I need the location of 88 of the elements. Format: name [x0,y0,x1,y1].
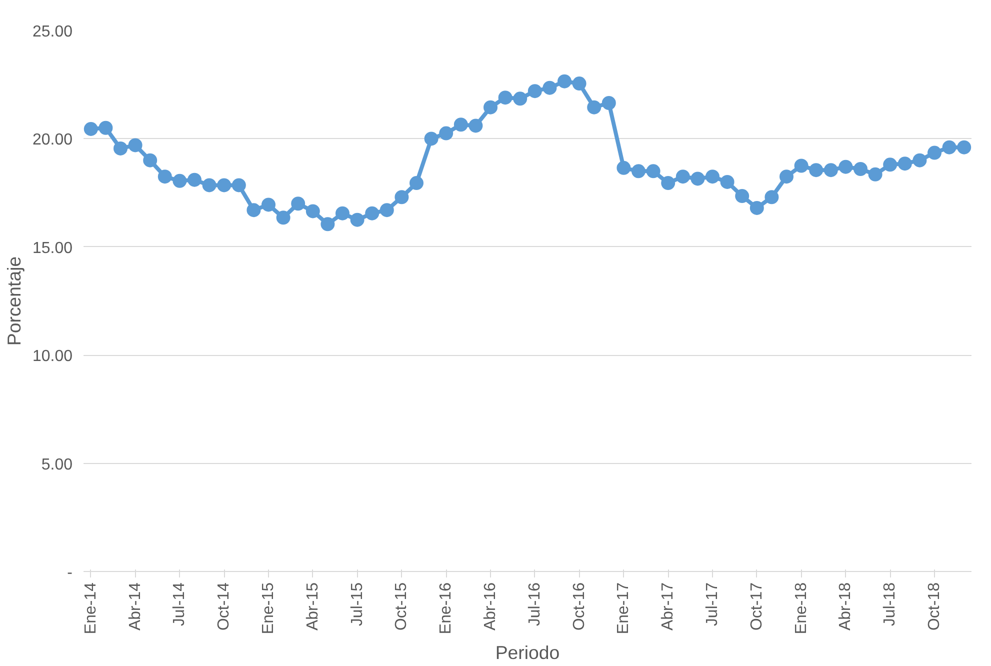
y-tick-label: 25.00 [32,24,73,40]
point [291,196,306,211]
point [928,146,942,160]
point [498,90,512,105]
x-tick-label: Ene-18 [792,582,810,634]
point [513,92,528,106]
point [232,178,246,192]
point [246,203,261,218]
point [468,118,483,133]
point [528,84,542,98]
x-tick-label: Oct-16 [570,582,588,631]
point [572,76,586,91]
x-tick-label: Oct-18 [926,582,943,631]
x-tick-label: Oct-14 [216,582,233,631]
point [602,96,616,110]
point [735,189,750,204]
y-tick-label: 5.00 [41,456,73,474]
x-axis-title: Periodo [495,642,560,664]
point [824,163,838,178]
point [217,178,232,192]
point [202,178,216,192]
point [587,100,602,114]
point [262,198,276,212]
point [706,170,720,184]
point [380,203,394,218]
point [114,141,128,156]
y-tick-label: 15.00 [32,240,73,257]
x-tick-label: Ene-17 [615,582,632,634]
point [424,132,438,146]
x-tick-label: Ene-14 [82,582,100,634]
point [158,170,172,184]
y-tick-label: 10.00 [32,348,73,366]
point [172,174,187,188]
point [780,170,794,184]
point [542,80,557,95]
point [646,164,660,178]
point [484,100,498,114]
x-tick-label: Oct-17 [748,582,766,631]
x-tick-label: Abr-15 [304,582,322,631]
x-tick-label: Jul-17 [704,582,721,626]
point [410,176,424,190]
x-tick-label: Oct-15 [393,582,410,631]
point [750,200,764,215]
point [942,140,956,154]
point [84,122,98,136]
point [336,206,350,220]
x-tick-label: Jul-14 [171,582,188,626]
y-tick-label: - [67,564,72,582]
y-tick-label: 20.00 [32,132,73,149]
point [394,190,409,204]
point [632,164,646,178]
point [957,140,972,154]
x-tick-label: Jul-18 [882,582,899,626]
point [764,190,779,204]
x-tick-label: Abr-16 [482,582,499,631]
point [558,74,572,88]
point [188,172,202,187]
point [143,153,158,168]
x-tick-label: Abr-18 [837,582,854,631]
point [912,153,927,168]
point [868,167,882,182]
point [676,170,690,184]
point [439,126,454,140]
x-tick-label: Ene-15 [260,582,277,634]
point [616,160,631,175]
point [365,206,380,220]
x-tick-label: Jul-15 [348,582,366,626]
point [661,176,676,190]
point [838,160,853,174]
y-axis-title: Porcentaje [3,256,24,346]
point [883,158,898,172]
point [809,163,824,178]
x-tick-label: Abr-14 [126,582,144,631]
point [276,210,290,225]
point [350,212,364,227]
point [854,162,868,176]
point [690,172,705,186]
point [794,158,808,173]
point [128,138,142,152]
point [306,204,320,218]
point [98,120,113,135]
point [320,217,335,232]
x-tick-label: Ene-16 [438,582,455,634]
x-tick-label: Abr-17 [660,582,677,631]
point [898,156,912,171]
point [454,118,468,132]
x-tick-label: Jul-16 [526,582,544,626]
point [720,174,734,189]
